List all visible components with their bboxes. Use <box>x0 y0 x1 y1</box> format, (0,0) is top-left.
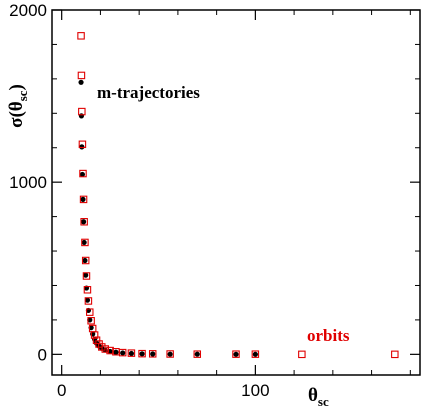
orbit-point <box>79 195 88 204</box>
m-trajectory-point <box>78 113 85 119</box>
x-axis-label-sub: sc <box>318 394 329 409</box>
x-axis-label-base: θ <box>308 385 318 406</box>
y-axis-label: σ(θsc) <box>6 84 30 128</box>
m-trajectory-point <box>78 79 84 85</box>
orbit-point <box>80 218 88 226</box>
m-trajectory-point <box>83 272 89 278</box>
y-tick-label: 2000 <box>9 1 47 20</box>
orbit-point <box>78 107 86 116</box>
orbit-point <box>101 345 110 353</box>
orbit-point <box>81 256 90 265</box>
orbit-point <box>81 238 89 247</box>
orbit-point <box>391 350 399 359</box>
x-axis-label: θsc <box>308 385 329 409</box>
orbit-point <box>87 317 95 325</box>
y-axis-label-base: σ(θ <box>6 101 27 128</box>
y-tick-label: 1000 <box>9 173 47 192</box>
orbit-point <box>90 331 99 339</box>
orbit-point <box>118 348 127 357</box>
orbit-point <box>82 272 91 280</box>
orbit-point <box>84 297 93 305</box>
orbit-point <box>78 140 87 149</box>
orbit-point <box>77 71 86 80</box>
plot-frame <box>51 9 421 376</box>
m-trajectory-point <box>128 350 135 357</box>
m-trajectory-point <box>150 351 156 357</box>
m-trajectory-point <box>84 297 91 303</box>
m-trajectory-point <box>120 350 126 356</box>
y-axis-label-sub: sc <box>15 90 30 101</box>
orbit-point <box>92 336 101 344</box>
m-trajectory-point <box>80 196 86 202</box>
orbit-point <box>193 350 202 358</box>
m-trajectory-point <box>252 351 258 357</box>
orbit-point <box>79 169 87 178</box>
orbit-point <box>83 286 92 294</box>
y-axis-label-close: ) <box>6 84 27 90</box>
data-points <box>77 32 399 359</box>
orbit-point <box>106 346 114 355</box>
minor-ticks <box>52 10 420 375</box>
x-tick-label: 100 <box>241 381 269 400</box>
y-tick-label: 0 <box>38 345 47 364</box>
m-trajectory-point <box>82 257 88 264</box>
orbit-point <box>251 350 260 358</box>
x-tick-label: 0 <box>57 381 66 400</box>
orbit-point <box>148 350 157 358</box>
m-trajectory-point <box>139 351 145 357</box>
orbit-point <box>138 349 146 358</box>
m-trajectory-point <box>79 144 85 150</box>
orbit-point <box>166 350 174 358</box>
m-trajectory-point <box>113 349 119 355</box>
annotation-orbits: orbits <box>307 326 350 345</box>
orbit-point <box>127 349 136 357</box>
m-trajectory-point <box>194 351 200 357</box>
m-trajectory-point <box>79 171 86 178</box>
annotation-m-trajectories: m-trajectories <box>97 83 200 102</box>
orbit-point <box>298 350 306 359</box>
m-trajectory-point <box>167 351 173 357</box>
m-trajectory-point <box>233 351 239 357</box>
orbit-point <box>77 32 85 40</box>
orbit-point <box>232 350 240 358</box>
orbit-point <box>86 308 94 316</box>
m-trajectory-point <box>81 239 87 246</box>
m-trajectory-point <box>80 219 87 225</box>
major-ticks <box>52 9 420 375</box>
